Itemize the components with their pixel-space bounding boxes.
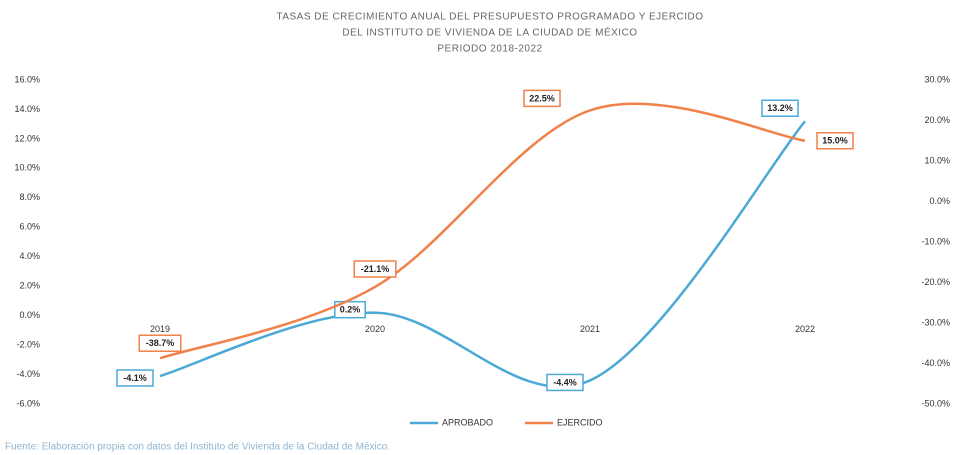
y-tick-label: 16.0% xyxy=(14,74,40,84)
y2-tick-label: -10.0% xyxy=(921,236,950,246)
source-note: Fuente: Elaboración propia con datos del… xyxy=(5,442,390,453)
value-label-box xyxy=(353,260,397,278)
y-tick-label: 6.0% xyxy=(19,222,40,232)
y2-tick-label: -30.0% xyxy=(921,317,950,327)
value-label-box xyxy=(116,369,154,387)
y2-tick-label: -50.0% xyxy=(921,398,950,408)
y-tick-label: 2.0% xyxy=(19,281,40,291)
y-tick-label: -6.0% xyxy=(16,398,40,408)
y2-tick-label: 20.0% xyxy=(924,115,950,125)
y2-tick-label: -40.0% xyxy=(921,358,950,368)
y2-tick-label: 10.0% xyxy=(924,155,950,165)
series-line xyxy=(159,102,806,360)
y-tick-label: 8.0% xyxy=(19,192,40,202)
y-tick-label: -2.0% xyxy=(16,339,40,349)
value-label: 15.0% xyxy=(822,136,848,146)
value-label-box xyxy=(334,300,366,319)
value-label-box xyxy=(138,334,182,352)
x-tick-label: 2022 xyxy=(795,324,815,334)
value-label: -4.4% xyxy=(553,377,577,387)
y-tick-label: 10.0% xyxy=(14,163,40,173)
value-label: -4.1% xyxy=(123,373,147,383)
y2-tick-label: 0.0% xyxy=(929,196,950,206)
x-tick-label: 2019 xyxy=(150,324,170,334)
legend-label: EJERCIDO xyxy=(557,417,603,427)
chart-title: DEL INSTITUTO DE VIVIENDA DE LA CIUDAD D… xyxy=(342,26,637,39)
value-label-box xyxy=(523,89,561,108)
value-label-box xyxy=(546,373,584,392)
y-tick-label: 0.0% xyxy=(19,310,40,320)
value-label-box xyxy=(761,99,799,117)
y2-tick-label: -20.0% xyxy=(921,277,950,287)
legend-label: APROBADO xyxy=(442,417,493,427)
value-label: 22.5% xyxy=(529,93,555,103)
value-label: -21.1% xyxy=(361,264,390,274)
chart-title: TASAS DE CRECIMIENTO ANUAL DEL PRESUPUES… xyxy=(276,12,703,23)
value-label: 13.2% xyxy=(767,103,793,113)
y-tick-label: -4.0% xyxy=(16,369,40,379)
series-line xyxy=(159,120,806,388)
value-label-box xyxy=(816,132,854,150)
y-tick-label: 12.0% xyxy=(14,133,40,143)
x-tick-label: 2021 xyxy=(580,324,600,334)
chart-title: PERIODO 2018-2022 xyxy=(437,44,542,55)
y-tick-label: 14.0% xyxy=(14,104,40,114)
x-tick-label: 2020 xyxy=(365,324,385,334)
value-label: 0.2% xyxy=(340,305,361,315)
y2-tick-label: 30.0% xyxy=(924,74,950,84)
value-label: -38.7% xyxy=(146,338,175,348)
y-tick-label: 4.0% xyxy=(19,251,40,261)
